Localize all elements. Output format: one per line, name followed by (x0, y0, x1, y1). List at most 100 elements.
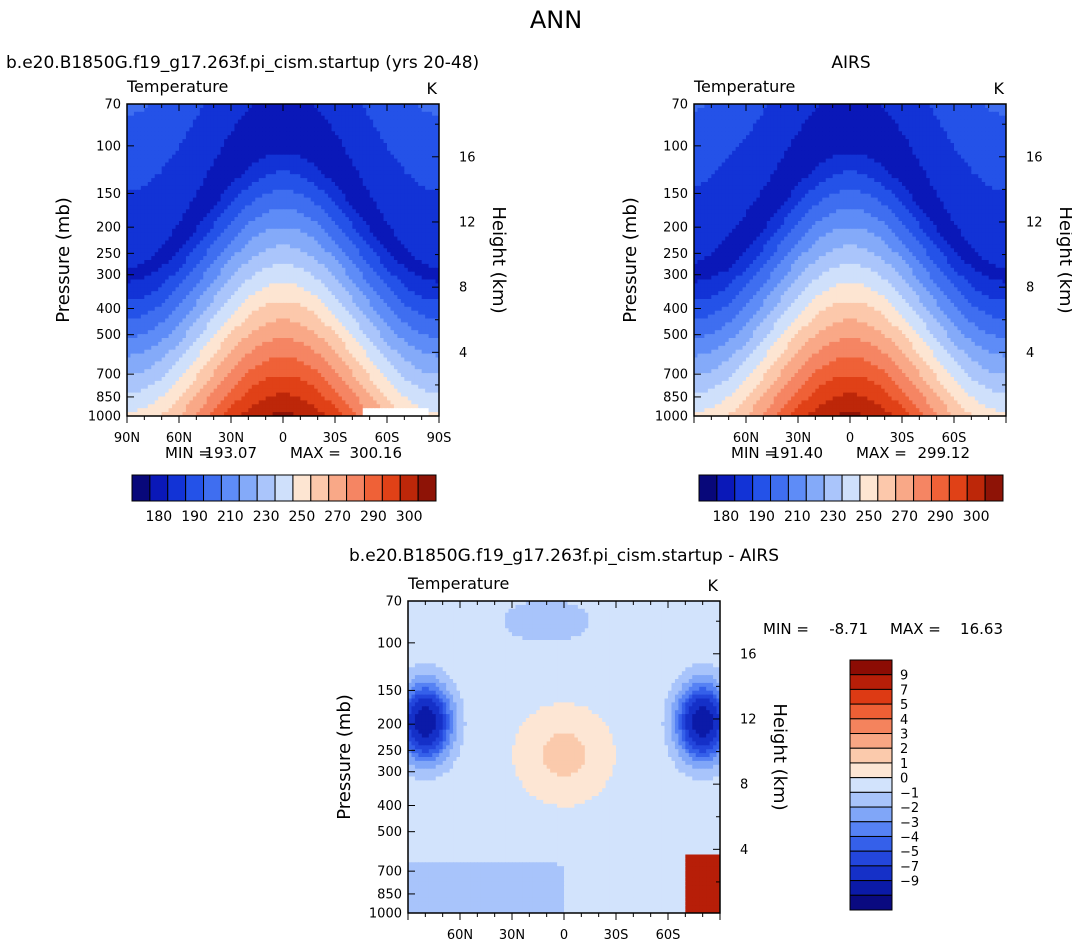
heatmap-cell (425, 232, 430, 238)
heatmap-cell (154, 287, 159, 292)
heatmap-cell (244, 143, 249, 148)
heatmap-cell (269, 205, 274, 210)
heatmap-cell (203, 232, 208, 238)
heatmap-cell (369, 248, 374, 253)
heatmap-cell (411, 213, 416, 218)
heatmap-cell (144, 302, 149, 308)
heatmap-cell (296, 143, 301, 148)
heatmap-cell (161, 119, 166, 125)
heatmap-cell (137, 154, 142, 160)
heatmap-cell (189, 252, 194, 257)
heatmap-cell (418, 178, 423, 183)
heatmap-cell (283, 228, 288, 234)
heatmap-cell (272, 213, 277, 218)
heatmap-cell (289, 123, 294, 128)
heatmap-cell (425, 299, 430, 304)
heatmap-cell (310, 263, 315, 269)
heatmap-cell (206, 224, 211, 230)
heatmap-cell (265, 236, 270, 242)
heatmap-cell (303, 248, 308, 253)
heatmap-cell (362, 193, 367, 199)
heatmap-cell (255, 201, 260, 206)
heatmap-cell (196, 146, 201, 152)
heatmap-cell (234, 310, 239, 316)
heatmap-cell (127, 174, 132, 179)
heatmap-cell (314, 123, 319, 128)
heatmap-cell (314, 271, 319, 277)
heatmap-cell (196, 244, 201, 249)
heatmap-cell (373, 217, 378, 222)
heatmap-cell (231, 244, 236, 249)
heatmap-cell (269, 143, 274, 148)
heatmap-cell (175, 248, 180, 253)
heatmap-cell (227, 295, 232, 300)
heatmap-cell (220, 201, 225, 206)
heatmap-cell (258, 310, 263, 316)
heatmap-cell (241, 111, 246, 117)
heatmap-cell (224, 256, 229, 261)
heatmap-cell (165, 154, 170, 160)
heatmap-cell (168, 209, 173, 214)
heatmap-cell (310, 236, 315, 242)
heatmap-cell (331, 217, 336, 222)
heatmap-cell (283, 209, 288, 214)
heatmap-cell (307, 127, 312, 132)
heatmap-cell (373, 224, 378, 230)
heatmap-cell (213, 217, 218, 222)
heatmap-cell (393, 170, 398, 175)
heatmap-cell (172, 115, 177, 121)
heatmap-cell (307, 178, 312, 183)
heatmap-cell (206, 197, 211, 203)
heatmap-cell (147, 205, 152, 210)
heatmap-cell (165, 306, 170, 312)
heatmap-cell (182, 275, 187, 281)
heatmap-cell (165, 139, 170, 144)
heatmap-cell (182, 318, 187, 323)
heatmap-cell (414, 143, 419, 148)
heatmap-cell (283, 213, 288, 218)
heatmap-cell (359, 115, 364, 121)
heatmap-cell (383, 119, 388, 125)
heatmap-cell (307, 287, 312, 292)
heatmap-cell (179, 111, 184, 117)
heatmap-cell (255, 205, 260, 210)
heatmap-cell (369, 115, 374, 121)
heatmap-cell (248, 213, 253, 218)
heatmap-cell (210, 150, 215, 156)
heatmap-cell (130, 232, 135, 238)
heatmap-cell (414, 267, 419, 273)
heatmap-cell (432, 201, 437, 206)
heatmap-cell (189, 158, 194, 164)
heatmap-cell (262, 189, 267, 195)
heatmap-cell (397, 213, 402, 218)
heatmap-cell (224, 154, 229, 160)
heatmap-cell (380, 189, 385, 195)
heatmap-cell (262, 260, 267, 265)
heatmap-cell (210, 260, 215, 265)
heatmap-cell (366, 139, 371, 144)
heatmap-cell (227, 252, 232, 257)
heatmap-cell (224, 217, 229, 222)
heatmap-cell (338, 182, 343, 187)
heatmap-cell (404, 127, 409, 132)
heatmap-cell (317, 150, 322, 156)
heatmap-cell (147, 228, 152, 234)
heatmap-cell (345, 131, 350, 136)
heatmap-cell (390, 189, 395, 195)
heatmap-cell (321, 244, 326, 249)
heatmap-cell (335, 209, 340, 214)
heatmap-cell (224, 244, 229, 249)
heatmap-cell (220, 287, 225, 292)
heatmap-cell (133, 107, 138, 113)
heatmap-cell (217, 283, 222, 288)
heatmap-cell (262, 221, 267, 226)
heatmap-cell (172, 154, 177, 160)
heatmap-cell (328, 185, 333, 191)
heatmap-cell (140, 221, 145, 226)
heatmap-cell (341, 119, 346, 125)
heatmap-cell (137, 127, 142, 132)
heatmap-cell (414, 291, 419, 296)
heatmap-cell (324, 279, 329, 284)
heatmap-cell (341, 150, 346, 156)
heatmap-cell (303, 143, 308, 148)
